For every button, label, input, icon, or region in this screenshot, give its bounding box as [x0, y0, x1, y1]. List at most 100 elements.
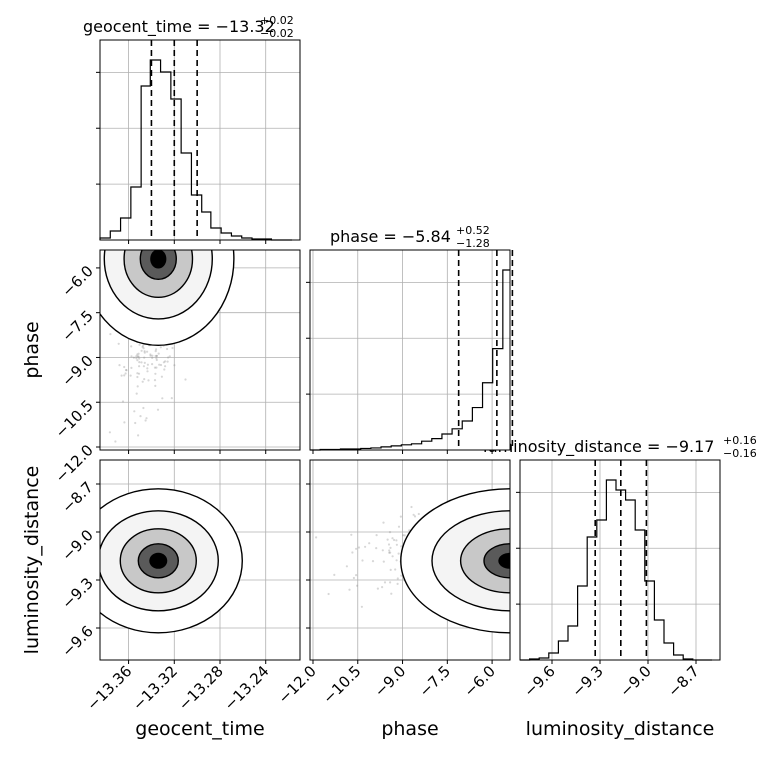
sample-point	[129, 374, 132, 377]
sample-point	[395, 539, 398, 542]
histogram-step	[99, 59, 292, 241]
contour-line	[137, 543, 179, 579]
sample-point	[117, 342, 120, 345]
x-tick-label: −6.0	[460, 662, 498, 700]
sample-point	[168, 355, 171, 358]
contour-line	[103, 250, 213, 320]
sample-point	[389, 568, 392, 572]
sample-point	[381, 549, 384, 552]
sample-point	[146, 367, 149, 370]
sample-point	[167, 356, 170, 359]
sample-point	[173, 364, 176, 367]
sample-point	[136, 372, 139, 375]
sample-point	[139, 415, 142, 418]
density-fill	[149, 552, 168, 569]
panel-frame	[99, 459, 301, 661]
sample-point	[130, 355, 133, 358]
contour-line	[100, 510, 219, 612]
title-geocent-time-minus: −0.02	[260, 27, 294, 40]
title-luminosity-distance-minus: −0.16	[723, 447, 757, 460]
sample-point	[164, 365, 167, 368]
panel-content	[100, 250, 235, 443]
y-tick-label: −12.0	[52, 441, 97, 486]
sample-point	[155, 358, 158, 362]
sample-point	[397, 552, 400, 555]
density-fill	[498, 552, 510, 569]
sample-point	[395, 559, 398, 562]
x-tick-label: −13.36	[83, 662, 135, 714]
panel-background	[100, 40, 300, 240]
sample-point	[389, 546, 392, 550]
sample-point	[399, 515, 402, 518]
y-tick-label: −9.0	[58, 352, 96, 390]
x-tick-label: −13.32	[129, 662, 181, 714]
sample-point	[387, 543, 391, 546]
sample-point	[388, 551, 391, 554]
y-axis-label-luminosity-distance: luminosity_distance	[21, 466, 43, 655]
sample-point	[386, 538, 389, 541]
sample-point	[357, 546, 361, 549]
sample-point	[352, 576, 355, 580]
panel-content	[315, 488, 510, 634]
contour-line	[139, 250, 177, 281]
sample-point	[333, 573, 336, 577]
y-tick-label: −9.0	[58, 526, 96, 564]
sample-point	[156, 408, 160, 411]
sample-point	[403, 534, 406, 537]
sample-point	[142, 365, 145, 368]
contour-line	[123, 250, 194, 299]
x-tick-label: −9.0	[616, 662, 654, 700]
sample-point	[151, 356, 154, 359]
sample-point	[163, 368, 166, 371]
sample-point	[141, 345, 144, 349]
sample-point	[381, 586, 384, 589]
sample-point	[123, 374, 126, 377]
x-tick-label: −8.7	[664, 662, 702, 700]
sample-point	[136, 353, 139, 356]
panel-frame	[99, 39, 301, 241]
panel-content	[100, 488, 243, 634]
sample-point	[142, 347, 145, 350]
panel-background	[310, 250, 510, 450]
sample-point	[135, 355, 138, 358]
sample-point	[143, 361, 146, 364]
sample-point	[125, 369, 128, 372]
sample-point	[391, 537, 394, 540]
sample-point	[144, 419, 147, 422]
sample-point	[132, 356, 135, 359]
sample-point	[389, 551, 392, 554]
sample-point	[388, 549, 391, 552]
sample-point	[184, 378, 187, 381]
sample-point	[147, 379, 150, 382]
sample-point	[389, 581, 392, 584]
title-phase: phase = −5.84 +0.52 −1.28	[330, 224, 490, 250]
sample-point	[402, 534, 405, 537]
sample-point	[130, 345, 133, 348]
sample-point	[390, 592, 393, 595]
sample-point	[351, 551, 354, 554]
sample-point	[410, 505, 413, 509]
y-tick-label: −10.5	[52, 396, 97, 441]
x-tick-label: −13.24	[221, 662, 273, 714]
x-tick-label: −9.6	[520, 662, 558, 700]
sample-point	[160, 375, 163, 378]
sample-point	[155, 366, 158, 369]
sample-point	[166, 347, 169, 351]
sample-point	[355, 547, 358, 550]
x-tick-label: −10.5	[319, 662, 364, 707]
panel-frame	[309, 459, 511, 661]
sample-point	[155, 348, 158, 351]
title-geocent-time: geocent_time = −13.32 +0.02 −0.02	[83, 14, 294, 40]
contour-line	[459, 528, 510, 594]
panel-frame	[519, 459, 721, 661]
sample-point	[120, 374, 123, 377]
sample-point	[393, 538, 396, 542]
title-geocent-time-main: geocent_time = −13.32	[83, 17, 275, 37]
sample-point	[371, 560, 375, 563]
sample-point	[155, 357, 158, 360]
sample-point	[138, 357, 141, 360]
sample-point	[348, 588, 351, 591]
sample-point	[162, 361, 165, 364]
panel-frame	[309, 249, 511, 451]
sample-point	[135, 357, 138, 360]
